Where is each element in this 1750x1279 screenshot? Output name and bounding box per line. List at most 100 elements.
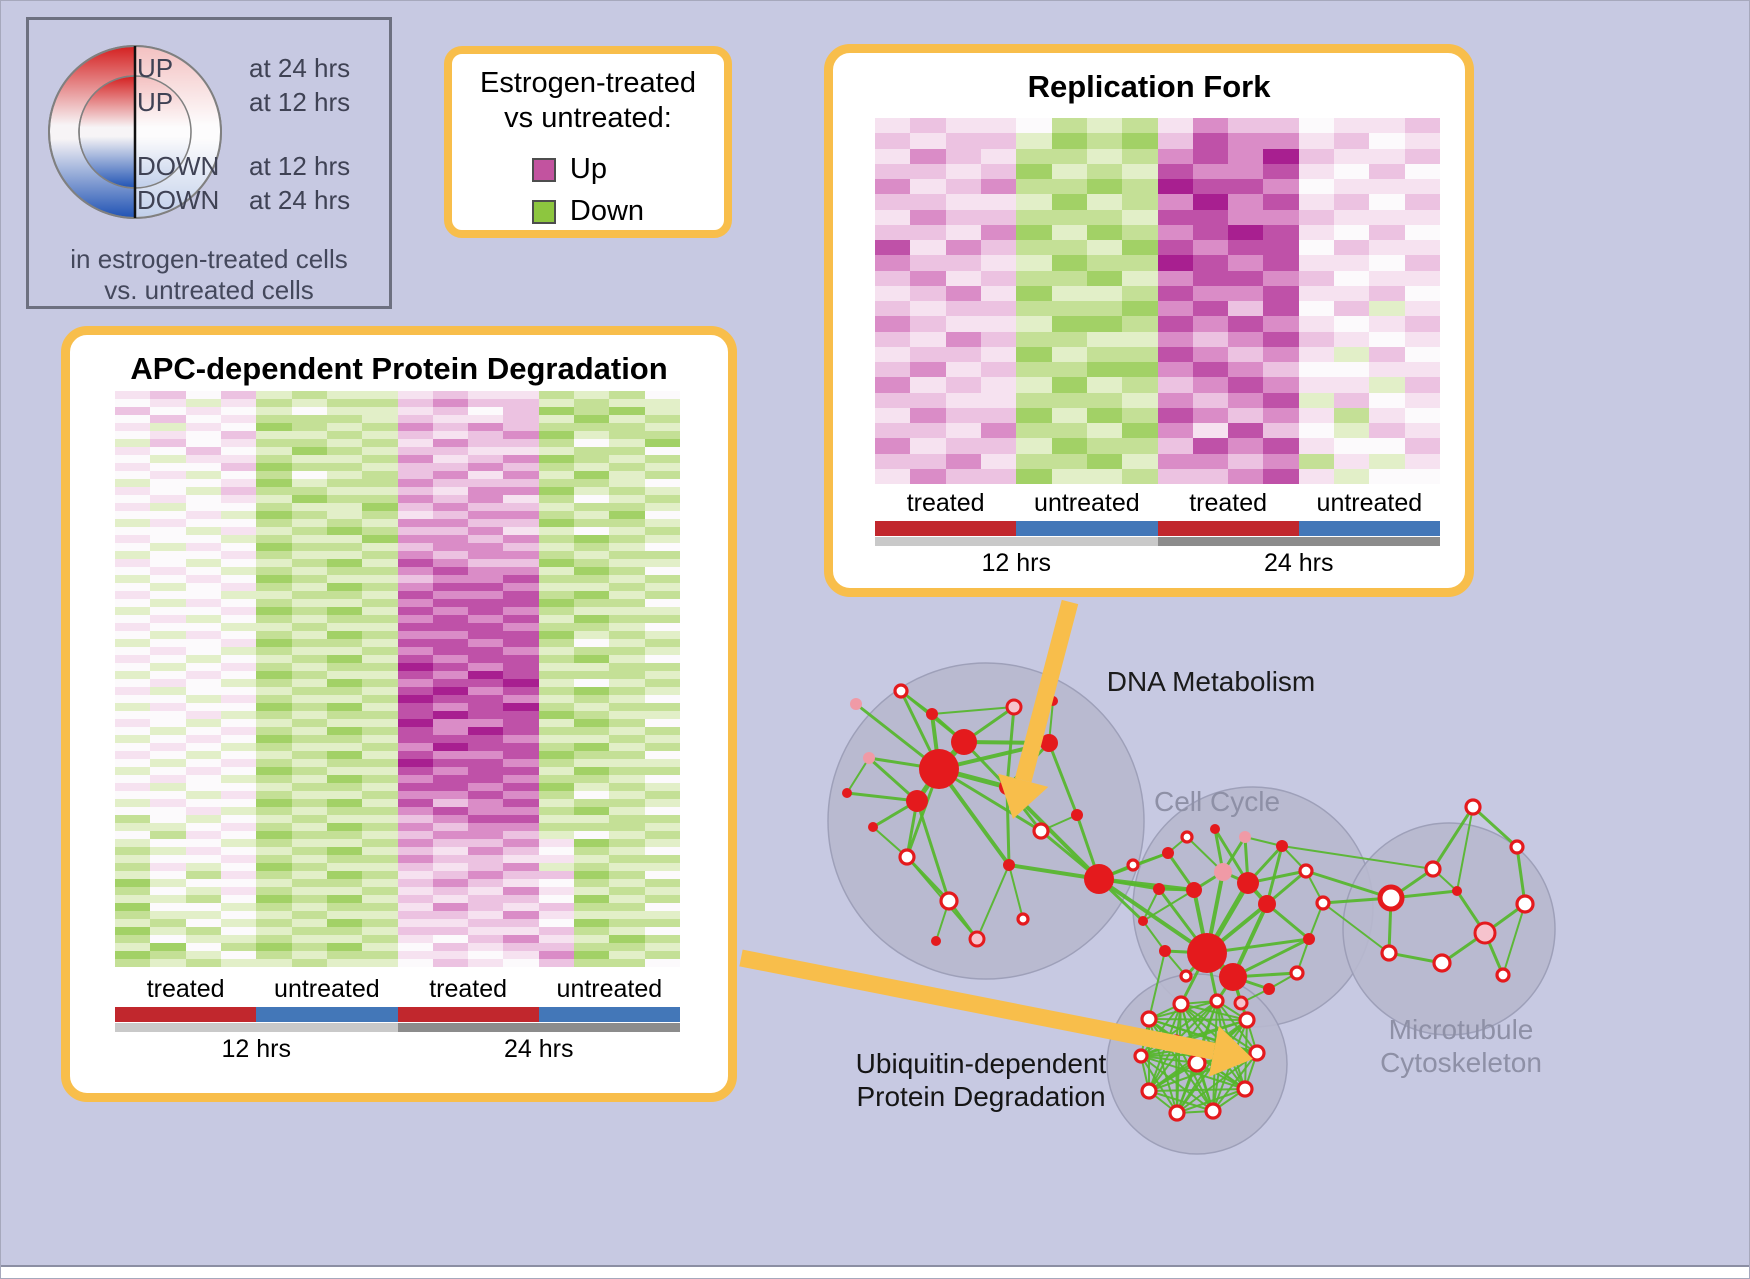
- up-color-swatch: [531, 157, 556, 182]
- network-edge: [1176, 1088, 1246, 1114]
- gene-node-d11: [868, 822, 878, 832]
- cluster-label-ubiquitin-protein-degradation: Ubiquitin-dependent Protein Degradation: [855, 1048, 1107, 1112]
- gene-node-c20: [1179, 969, 1193, 983]
- condition-labels: treated untreated treated untreated: [906, 489, 1423, 517]
- network-edge: [1047, 741, 1079, 817]
- gene-node-d21: [1016, 912, 1030, 926]
- gene-node-d15: [1032, 822, 1050, 840]
- gene-node-c7: [1180, 830, 1194, 844]
- heatmap-footer: treated untreated treated untreated 12 h…: [875, 489, 1440, 578]
- gene-node-c1: [1219, 963, 1247, 991]
- cluster-label-dna-metabolism: DNA Metabolism: [1106, 666, 1316, 697]
- gene-node-m3: [1509, 839, 1525, 855]
- gene-node-u5: [1236, 1080, 1254, 1098]
- gene-node-c10: [1276, 840, 1288, 852]
- gene-node-m8: [1380, 944, 1398, 962]
- timepoint-labels: 12 hrs 24 hrs: [981, 549, 1334, 577]
- legend-caption: in estrogen-treated cells vs. untreated …: [70, 244, 348, 305]
- gene-node-d16: [968, 930, 986, 948]
- condition-color-bars: [875, 521, 1440, 536]
- callout-arrow-shaft: [1014, 599, 1079, 783]
- gene-node-m6: [1432, 953, 1452, 973]
- network-edge: [1175, 1000, 1218, 1042]
- gene-node-u4: [1248, 1044, 1266, 1062]
- network-edge: [1175, 1040, 1178, 1114]
- replication-fork-panel: Replication Fork treated untreated treat…: [824, 44, 1474, 597]
- gene-node-d1: [951, 729, 977, 755]
- network-edge: [915, 799, 951, 903]
- legend-item-down: Down: [531, 195, 644, 228]
- gene-node-c16: [1233, 995, 1249, 1011]
- gene-node-d4: [850, 698, 862, 710]
- gene-node-c8: [1210, 824, 1220, 834]
- gene-node-u3: [1238, 1011, 1256, 1029]
- gene-node-d12: [898, 848, 916, 866]
- apc-degradation-heatmap: [115, 391, 680, 967]
- legend-items: Up Down: [531, 144, 644, 228]
- gene-node-u1: [1172, 995, 1190, 1013]
- network-edge: [845, 791, 919, 803]
- legend-row-up-12: UP at 12 hrs: [137, 87, 351, 117]
- estrogen-direction-legend: Estrogen-treated vs untreated: Up Down: [444, 46, 732, 238]
- gene-node-d0: [919, 749, 959, 789]
- gene-node-c18: [1138, 916, 1148, 926]
- gene-node-c4: [1214, 863, 1232, 881]
- updown-time-legend: UP at 24 hrs UP at 12 hrs DOWN at 12 hrs DO…: [26, 17, 392, 309]
- gene-node-d7: [1040, 734, 1058, 752]
- legend-row-down-24: DOWN at 24 hrs: [137, 185, 351, 215]
- cluster-circle-microtubule: [1342, 822, 1556, 1036]
- condition-color-bars: [115, 1007, 680, 1022]
- network-edge: [1142, 889, 1195, 922]
- legend-row-down-12: DOWN at 12 hrs: [137, 151, 351, 181]
- gene-node-c12: [1315, 895, 1331, 911]
- replication-fork-heatmap: [875, 118, 1440, 484]
- gene-node-c11: [1298, 863, 1314, 879]
- network-edge: [976, 864, 1010, 940]
- gene-node-u2: [1209, 993, 1225, 1009]
- gene-node-d2: [906, 790, 928, 812]
- network-edge: [1008, 864, 1024, 920]
- gene-node-c5: [1186, 882, 1202, 898]
- gene-node-c15: [1263, 983, 1275, 995]
- gene-node-m0: [1377, 884, 1405, 912]
- gene-node-c17: [1153, 883, 1165, 895]
- gene-node-m5: [1473, 921, 1497, 945]
- gene-node-c21: [1126, 858, 1140, 872]
- gene-node-u9: [1133, 1048, 1149, 1064]
- cluster-label-cell-cycle: Cell Cycle: [1153, 786, 1281, 817]
- network-edge: [1456, 806, 1474, 892]
- figure-bottom-edge: [1, 1265, 1749, 1278]
- network-edge: [1244, 836, 1283, 847]
- gene-node-d9: [863, 752, 875, 764]
- condition-labels: treated untreated treated untreated: [146, 975, 663, 1003]
- gene-node-m2: [1464, 798, 1482, 816]
- network-edge: [1502, 903, 1526, 976]
- gene-node-c13: [1303, 933, 1315, 945]
- gene-node-d10: [842, 788, 852, 798]
- network-edge: [931, 706, 1015, 715]
- gene-node-d3: [893, 683, 909, 699]
- legend-row-up-24: UP at 24 hrs: [137, 53, 351, 83]
- timepoint-bars: [115, 1023, 680, 1032]
- gene-node-u7: [1168, 1104, 1186, 1122]
- network-edge: [1140, 1003, 1182, 1057]
- gene-node-d6: [1005, 698, 1023, 716]
- callout-arrow-head: [1208, 1025, 1253, 1077]
- panel-title: APC-dependent Protein Degradation: [130, 351, 668, 386]
- gene-node-c3: [1258, 895, 1276, 913]
- network-edge: [1322, 902, 1390, 954]
- timepoint-bars: [875, 537, 1440, 546]
- gene-node-d19: [1084, 864, 1114, 894]
- gene-node-c2: [1237, 872, 1259, 894]
- concentric-rings-icon: [48, 45, 222, 219]
- apc-degradation-panel: APC-dependent Protein Degradation treate…: [61, 326, 737, 1102]
- network-edge: [1148, 950, 1166, 1020]
- gene-node-m9: [1452, 886, 1462, 896]
- network-edge: [1148, 1088, 1246, 1092]
- network-edge: [1281, 845, 1434, 870]
- network-edge: [846, 757, 870, 794]
- cluster-label-microtubule-cytoskeleton: Microtubule Cytoskeleton: [1380, 1014, 1542, 1078]
- gene-node-m7: [1495, 967, 1511, 983]
